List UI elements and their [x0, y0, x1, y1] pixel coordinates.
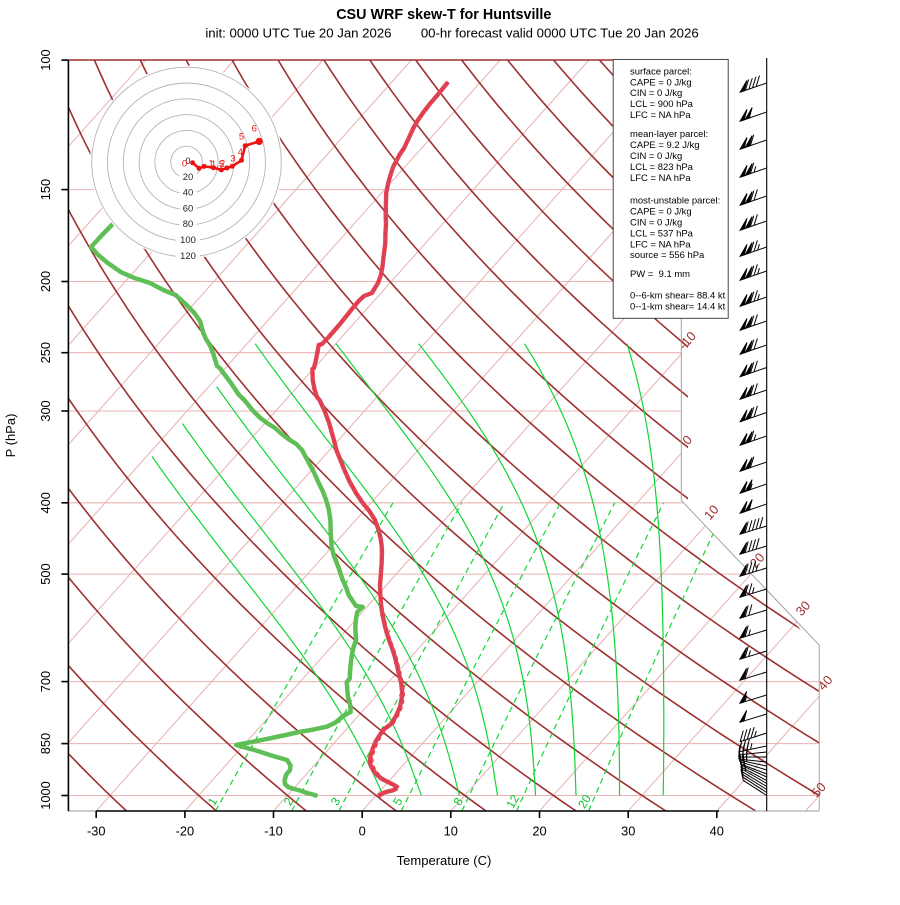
svg-text:CIN = 0 J/kg: CIN = 0 J/kg	[630, 88, 682, 99]
svg-text:1.5: 1.5	[211, 159, 224, 170]
svg-text:850: 850	[38, 733, 53, 754]
svg-text:Temperature (C): Temperature (C)	[397, 853, 492, 868]
svg-text:CAPE = 0 J/kg: CAPE = 0 J/kg	[630, 77, 692, 88]
svg-text:6: 6	[252, 124, 257, 135]
svg-text:CAPE = 9.2 J/kg: CAPE = 9.2 J/kg	[630, 140, 700, 151]
svg-text:1000: 1000	[38, 781, 53, 809]
svg-text:20: 20	[532, 824, 546, 839]
svg-text:init: 0000 UTC Tue 20 Jan 2026: init: 0000 UTC Tue 20 Jan 2026 00-hr for…	[205, 26, 698, 41]
svg-text:300: 300	[38, 400, 53, 421]
svg-text:LFC = NA hPa: LFC = NA hPa	[630, 239, 691, 250]
svg-text:surface parcel:: surface parcel:	[630, 66, 692, 77]
svg-text:100: 100	[38, 49, 53, 70]
svg-text:10: 10	[444, 824, 458, 839]
svg-text:100: 100	[180, 234, 196, 245]
svg-text:400: 400	[38, 492, 53, 513]
svg-text:-20: -20	[176, 824, 195, 839]
svg-text:5: 5	[239, 132, 244, 143]
svg-text:0--6-km shear= 88.4 kt: 0--6-km shear= 88.4 kt	[630, 290, 726, 301]
svg-text:30: 30	[621, 824, 635, 839]
svg-text:40: 40	[710, 824, 724, 839]
svg-text:CSU WRF skew-T for Huntsville: CSU WRF skew-T for Huntsville	[336, 7, 551, 23]
svg-text:0--1-km shear= 14.4 kt: 0--1-km shear= 14.4 kt	[630, 301, 726, 312]
svg-text:-10: -10	[264, 824, 283, 839]
svg-text:60: 60	[183, 202, 193, 213]
svg-text:4: 4	[238, 147, 243, 158]
svg-text:CIN = 0 J/kg: CIN = 0 J/kg	[630, 218, 682, 229]
svg-text:PW = 9.1 mm: PW = 9.1 mm	[630, 269, 690, 280]
svg-text:80: 80	[183, 218, 193, 229]
svg-text:12: 12	[503, 792, 522, 811]
svg-text:LFC = NA hPa: LFC = NA hPa	[630, 110, 691, 121]
svg-text:20: 20	[183, 171, 193, 182]
svg-text:CAPE = 0 J/kg: CAPE = 0 J/kg	[630, 207, 692, 218]
svg-text:0: 0	[359, 824, 366, 839]
svg-text:source = 556 hPa: source = 556 hPa	[630, 250, 705, 261]
svg-text:LCL = 900 hPa: LCL = 900 hPa	[630, 99, 694, 110]
svg-text:-30: -30	[87, 824, 106, 839]
svg-text:700: 700	[38, 671, 53, 692]
svg-text:LCL = 537 hPa: LCL = 537 hPa	[630, 228, 694, 239]
svg-text:LCL = 823 hPa: LCL = 823 hPa	[630, 162, 694, 173]
svg-text:200: 200	[38, 271, 53, 292]
svg-text:40: 40	[183, 187, 193, 198]
svg-text:0: 0	[185, 155, 190, 166]
svg-text:P (hPa): P (hPa)	[3, 414, 18, 458]
svg-text:120: 120	[180, 250, 196, 261]
svg-text:1: 1	[208, 159, 213, 170]
svg-text:250: 250	[38, 342, 53, 363]
svg-text:20: 20	[575, 792, 594, 811]
svg-text:2: 2	[220, 159, 225, 170]
svg-text:150: 150	[38, 179, 53, 200]
svg-text:0: 0	[182, 159, 187, 170]
svg-text:mean-layer parcel:: mean-layer parcel:	[630, 129, 708, 140]
svg-text:500: 500	[38, 563, 53, 584]
svg-text:LFC = NA hPa: LFC = NA hPa	[630, 173, 691, 184]
svg-text:3: 3	[230, 154, 235, 165]
svg-text:most-unstable parcel:: most-unstable parcel:	[630, 196, 720, 207]
svg-text:CIN = 0 J/kg: CIN = 0 J/kg	[630, 151, 682, 162]
